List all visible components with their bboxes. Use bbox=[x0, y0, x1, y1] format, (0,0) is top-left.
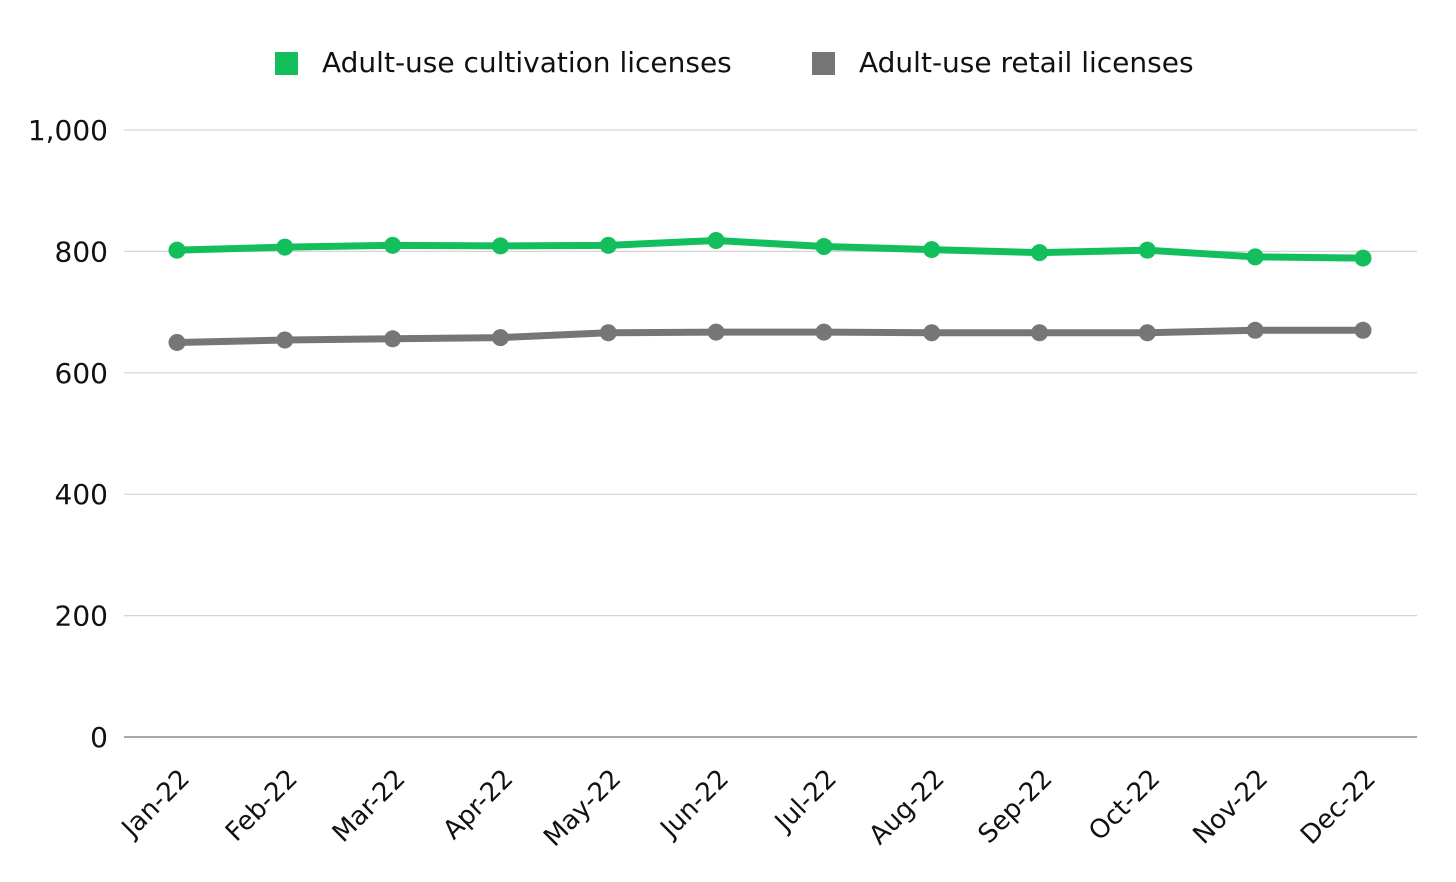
y-tick-label: 0 bbox=[90, 721, 108, 754]
y-tick-label: 600 bbox=[55, 357, 108, 390]
legend-item: Adult-use cultivation licenses bbox=[275, 46, 732, 79]
data-point bbox=[1354, 321, 1372, 339]
x-tick-label: Apr-22 bbox=[438, 764, 520, 846]
data-point bbox=[384, 330, 402, 348]
legend-label: Adult-use retail licenses bbox=[859, 46, 1194, 79]
gridlines bbox=[124, 129, 1417, 738]
x-tick-label: Oct-22 bbox=[1083, 764, 1166, 847]
data-point bbox=[168, 333, 186, 351]
y-axis: 0 200 400 600 800 1,000 bbox=[28, 114, 108, 754]
legend-label: Adult-use cultivation licenses bbox=[322, 46, 732, 79]
data-point bbox=[707, 231, 725, 249]
data-point bbox=[1031, 244, 1049, 262]
y-tick-label: 800 bbox=[55, 235, 108, 268]
x-tick-label: Feb-22 bbox=[220, 764, 304, 848]
x-tick-label: Mar-22 bbox=[327, 764, 412, 849]
data-point bbox=[815, 323, 833, 341]
data-point bbox=[599, 324, 617, 342]
y-tick-label: 200 bbox=[55, 600, 108, 633]
legend-item: Adult-use retail licenses bbox=[812, 46, 1194, 79]
series-layer bbox=[168, 231, 1372, 351]
data-point bbox=[168, 241, 186, 259]
x-axis: Jan-22 Feb-22 Mar-22 Apr-22 May-22 Jun-22 Jul-… bbox=[115, 764, 1382, 853]
data-point bbox=[491, 329, 509, 347]
data-point bbox=[815, 238, 833, 256]
data-point bbox=[276, 238, 294, 256]
legend: Adult-use cultivation licenses Adult-use … bbox=[275, 46, 1194, 79]
x-tick-label: Jul-22 bbox=[768, 764, 843, 839]
data-point bbox=[491, 237, 509, 255]
y-tick-label: 1,000 bbox=[28, 114, 108, 147]
legend-swatch bbox=[812, 52, 835, 75]
data-point bbox=[1354, 249, 1372, 267]
data-point bbox=[1138, 241, 1156, 259]
data-point bbox=[707, 323, 725, 341]
x-tick-label: May-22 bbox=[538, 764, 627, 853]
series-adult-use-cultivation-licenses bbox=[168, 231, 1372, 267]
data-point bbox=[1246, 321, 1264, 339]
series-adult-use-retail-licenses bbox=[168, 321, 1372, 351]
x-tick-label: Jun-22 bbox=[654, 764, 735, 845]
x-tick-label: Sep-22 bbox=[973, 764, 1059, 850]
x-tick-label: Aug-22 bbox=[864, 764, 951, 851]
x-tick-label: Dec-22 bbox=[1295, 764, 1382, 851]
data-point bbox=[1246, 248, 1264, 266]
series-line bbox=[173, 326, 1367, 346]
legend-swatch bbox=[275, 52, 298, 75]
data-point bbox=[276, 331, 294, 349]
series-line bbox=[173, 236, 1367, 262]
data-point bbox=[923, 324, 941, 342]
x-tick-label: Nov-22 bbox=[1187, 764, 1274, 851]
data-point bbox=[923, 241, 941, 259]
data-point bbox=[384, 236, 402, 254]
y-tick-label: 400 bbox=[55, 478, 108, 511]
x-tick-label: Jan-22 bbox=[115, 764, 196, 845]
data-point bbox=[1031, 324, 1049, 342]
data-point bbox=[1138, 324, 1156, 342]
data-point bbox=[599, 236, 617, 254]
